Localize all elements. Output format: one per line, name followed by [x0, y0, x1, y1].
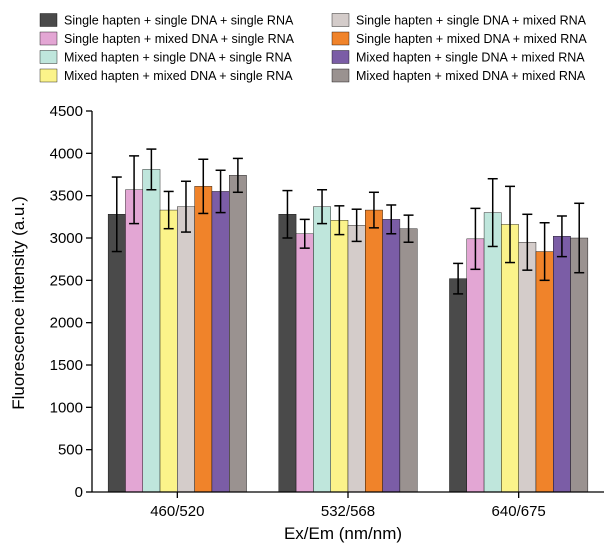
error-bar	[299, 218, 310, 249]
bar	[399, 228, 418, 493]
legend-label: Single hapten + single DNA + mixed RNA	[356, 14, 587, 28]
y-tick-label: 1000	[50, 399, 83, 416]
error-bar	[505, 185, 516, 264]
y-tick-label: 4500	[50, 103, 83, 120]
y-tick-label: 2000	[50, 315, 83, 332]
legend-swatch	[39, 68, 58, 83]
bar	[570, 237, 589, 493]
error-bar	[317, 188, 328, 225]
error-bar	[539, 222, 550, 282]
bar	[194, 186, 213, 493]
bar	[330, 220, 349, 493]
legend-label: Mixed hapten + mixed DNA + single RNA	[64, 69, 293, 83]
error-bar	[215, 169, 226, 214]
error-bar	[386, 204, 397, 235]
error-bar	[180, 180, 191, 233]
error-bar	[403, 214, 414, 243]
x-axis-title: Ex/Em (nm/nm)	[284, 524, 402, 543]
bar	[365, 209, 383, 493]
bar	[518, 242, 537, 493]
y-tick-label: 3000	[50, 230, 83, 247]
legend-label: Single hapten + mixed DNA + mixed RNA	[356, 32, 587, 46]
x-tick-label: 460/520	[150, 503, 204, 520]
error-bar	[351, 208, 362, 243]
y-tick-label: 3500	[50, 188, 83, 205]
error-bar	[334, 205, 345, 236]
error-bar	[198, 158, 209, 215]
error-bar	[282, 189, 293, 239]
legend-label: Mixed hapten + single DNA + mixed RNA	[356, 51, 585, 65]
legend-swatch	[331, 50, 350, 64]
legend-item: Single hapten + single DNA + single RNA	[39, 13, 294, 28]
y-tick-label: 500	[58, 442, 83, 459]
legend-item: Mixed hapten + single DNA + single RNA	[39, 50, 293, 65]
y-tick-label: 0	[75, 484, 83, 501]
legend-label: Mixed hapten + mixed DNA + mixed RNA	[356, 69, 586, 83]
bar	[107, 214, 126, 493]
legend-label: Mixed hapten + single DNA + single RNA	[64, 51, 293, 65]
bar	[229, 175, 247, 493]
error-bar	[146, 148, 157, 191]
legend-item: Single hapten + mixed DNA + single RNA	[39, 31, 295, 46]
bar	[125, 189, 143, 493]
y-axis-title: Fluorescence intensity (a.u.)	[9, 196, 28, 410]
bar	[466, 238, 485, 493]
x-tick-label: 532/568	[321, 503, 375, 520]
y-tick-label: 4000	[50, 145, 83, 162]
y-tick-label: 2500	[50, 272, 83, 289]
legend-item: Mixed hapten + mixed DNA + mixed RNA	[331, 68, 586, 83]
error-bar	[487, 177, 498, 248]
x-axis: 460/520 532/568 640/675	[92, 491, 604, 520]
legend-item: Mixed hapten + single DNA + mixed RNA	[331, 50, 585, 65]
legend-item: Single hapten + single DNA + mixed RNA	[331, 13, 587, 28]
legend-swatch	[39, 50, 58, 64]
error-bar	[163, 190, 174, 230]
bar	[535, 251, 554, 493]
bar	[211, 191, 230, 493]
legend-swatch	[39, 31, 58, 46]
error-bar	[368, 191, 379, 229]
bar	[278, 214, 297, 493]
legend-label: Single hapten + single DNA + single RNA	[64, 14, 294, 28]
legend: Single hapten + single DNA + single RNA S…	[39, 13, 587, 83]
y-tick-label: 1500	[50, 357, 83, 374]
bar	[313, 206, 331, 493]
error-bar	[232, 157, 243, 194]
bar	[483, 212, 502, 493]
error-bar	[470, 207, 481, 271]
x-tick-label: 640/675	[492, 503, 546, 520]
bar	[449, 278, 467, 493]
legend-item: Single hapten + mixed DNA + mixed RNA	[331, 31, 587, 46]
bar	[501, 224, 519, 493]
error-bar	[574, 202, 585, 274]
bars	[107, 148, 589, 493]
bar	[177, 206, 195, 493]
legend-swatch	[39, 13, 58, 27]
bar	[142, 169, 161, 493]
y-axis: 0 500 1000 1500 2000 2500 3000 3500 4000 4500	[50, 103, 93, 501]
legend-swatch	[331, 68, 350, 83]
error-bar	[129, 155, 140, 225]
legend-item: Mixed hapten + mixed DNA + single RNA	[39, 68, 293, 83]
bar	[347, 225, 366, 493]
error-bar	[556, 215, 567, 258]
error-bar	[111, 176, 122, 253]
error-bar	[522, 213, 533, 271]
bar	[159, 209, 178, 493]
bar	[295, 233, 314, 493]
legend-swatch	[331, 31, 350, 46]
bar	[553, 236, 571, 493]
legend-swatch	[331, 13, 350, 27]
error-bar	[453, 262, 464, 295]
bar	[382, 219, 401, 493]
legend-label: Single hapten + mixed DNA + single RNA	[64, 32, 295, 46]
